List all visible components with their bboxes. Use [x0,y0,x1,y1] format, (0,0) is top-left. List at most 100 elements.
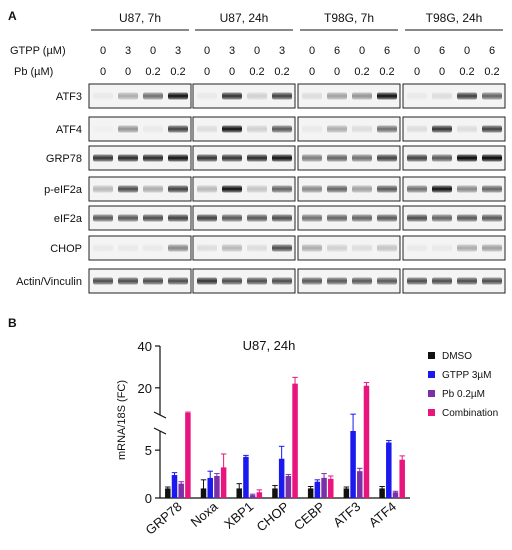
blot-band [457,244,477,252]
blot-band [222,92,242,100]
blot-band [407,214,427,222]
blot-band [197,277,217,285]
blot-band [197,244,217,252]
blot-band [377,154,397,162]
blot-band [432,154,452,162]
blot-band [222,154,242,162]
gtpp-value: 3 [175,45,181,57]
blot-band [482,92,502,100]
blot-band [247,125,267,133]
gtpp-value: 0 [254,45,260,57]
blot-band [482,214,502,222]
pb-value: 0.2 [274,66,289,78]
panel-a-label: A [8,9,17,23]
blot-band [272,154,292,162]
blot-band [327,185,347,193]
pb-value: 0.2 [249,66,264,78]
blot-band [222,185,242,193]
y-axis-label: mRNA/18S (FC) [116,380,128,460]
blot-band [482,244,502,252]
pb-value: 0.2 [379,66,394,78]
axis-break-mark [153,411,167,419]
blot-band [302,92,322,100]
blot-band [143,154,163,162]
gtpp-value: 6 [439,45,445,57]
group-title: U87, 24h [220,11,269,25]
blot-band [482,185,502,193]
pb-value: 0 [229,66,235,78]
bar-dmso [379,488,385,498]
blot-band [197,125,217,133]
legend-swatch [428,409,435,416]
blot-band [272,244,292,252]
blot-band [247,185,267,193]
gtpp-value: 0 [100,45,106,57]
blot-band [272,125,292,133]
bar-pb-0-2-m [285,475,292,498]
blot-band [302,244,322,252]
blot-band [457,125,477,133]
pb-value: 0.2 [354,66,369,78]
legend-label: DMSO [442,351,472,362]
blot-band [327,92,347,100]
blot-band [407,277,427,285]
blot-band [93,277,113,285]
blot-band [143,185,163,193]
blot-band [432,277,452,285]
blot-label: ATF4 [56,124,82,136]
bar-gtpp-3-m [243,456,249,498]
blot-band [118,214,138,222]
bar-dmso [272,488,278,498]
gtpp-value: 6 [334,45,340,57]
pb-value: 0.2 [170,66,185,78]
blot-label: p-eIF2a [44,184,83,196]
bar-gtpp-3-m [278,458,285,498]
blot-label: Actin/Vinculin [16,276,82,288]
blot-band [302,185,322,193]
blot-band [247,277,267,285]
x-tick-label: ATF3 [330,499,363,530]
blot-band [93,185,113,193]
legend-label: Combination [442,408,498,419]
blot-band [407,244,427,252]
blot-band [432,125,452,133]
gtpp-value: 0 [309,45,315,57]
gtpp-value: 3 [125,45,131,57]
bar-gtpp-3-m [207,477,213,498]
gtpp-value: 6 [489,45,495,57]
y-tick-label: 5 [145,443,152,458]
blot-band [377,244,397,252]
blot-band [247,92,267,100]
blot-band [118,154,138,162]
gtpp-value: 0 [414,45,420,57]
blot-band [222,277,242,285]
y-tick-label: 40 [138,339,152,354]
bar-dmso [307,488,314,498]
bar-pb-0-2-m [249,495,256,498]
blot-band [352,244,372,252]
bar-combination [185,412,191,498]
blot-box [297,235,401,261]
blot-band [482,125,502,133]
gtpp-value: 3 [279,45,285,57]
blot-band [143,125,163,133]
blot-band [168,244,188,252]
group-title: T98G, 7h [324,11,374,25]
blot-band [93,154,113,162]
bar-combination [292,383,298,498]
blot-band [302,277,322,285]
blot-band [247,214,267,222]
bar-pb-0-2-m [392,492,399,498]
bar-pb-0-2-m [321,477,327,498]
blot-band [377,185,397,193]
bar-gtpp-3-m [386,442,392,498]
pb-value: 0 [439,66,445,78]
blot-band [247,154,267,162]
legend-swatch [428,390,435,397]
blot-band [197,185,217,193]
blot-band [432,92,452,100]
blot-band [118,125,138,133]
blot-band [197,214,217,222]
bar-combination [363,385,370,498]
blot-band [482,154,502,162]
